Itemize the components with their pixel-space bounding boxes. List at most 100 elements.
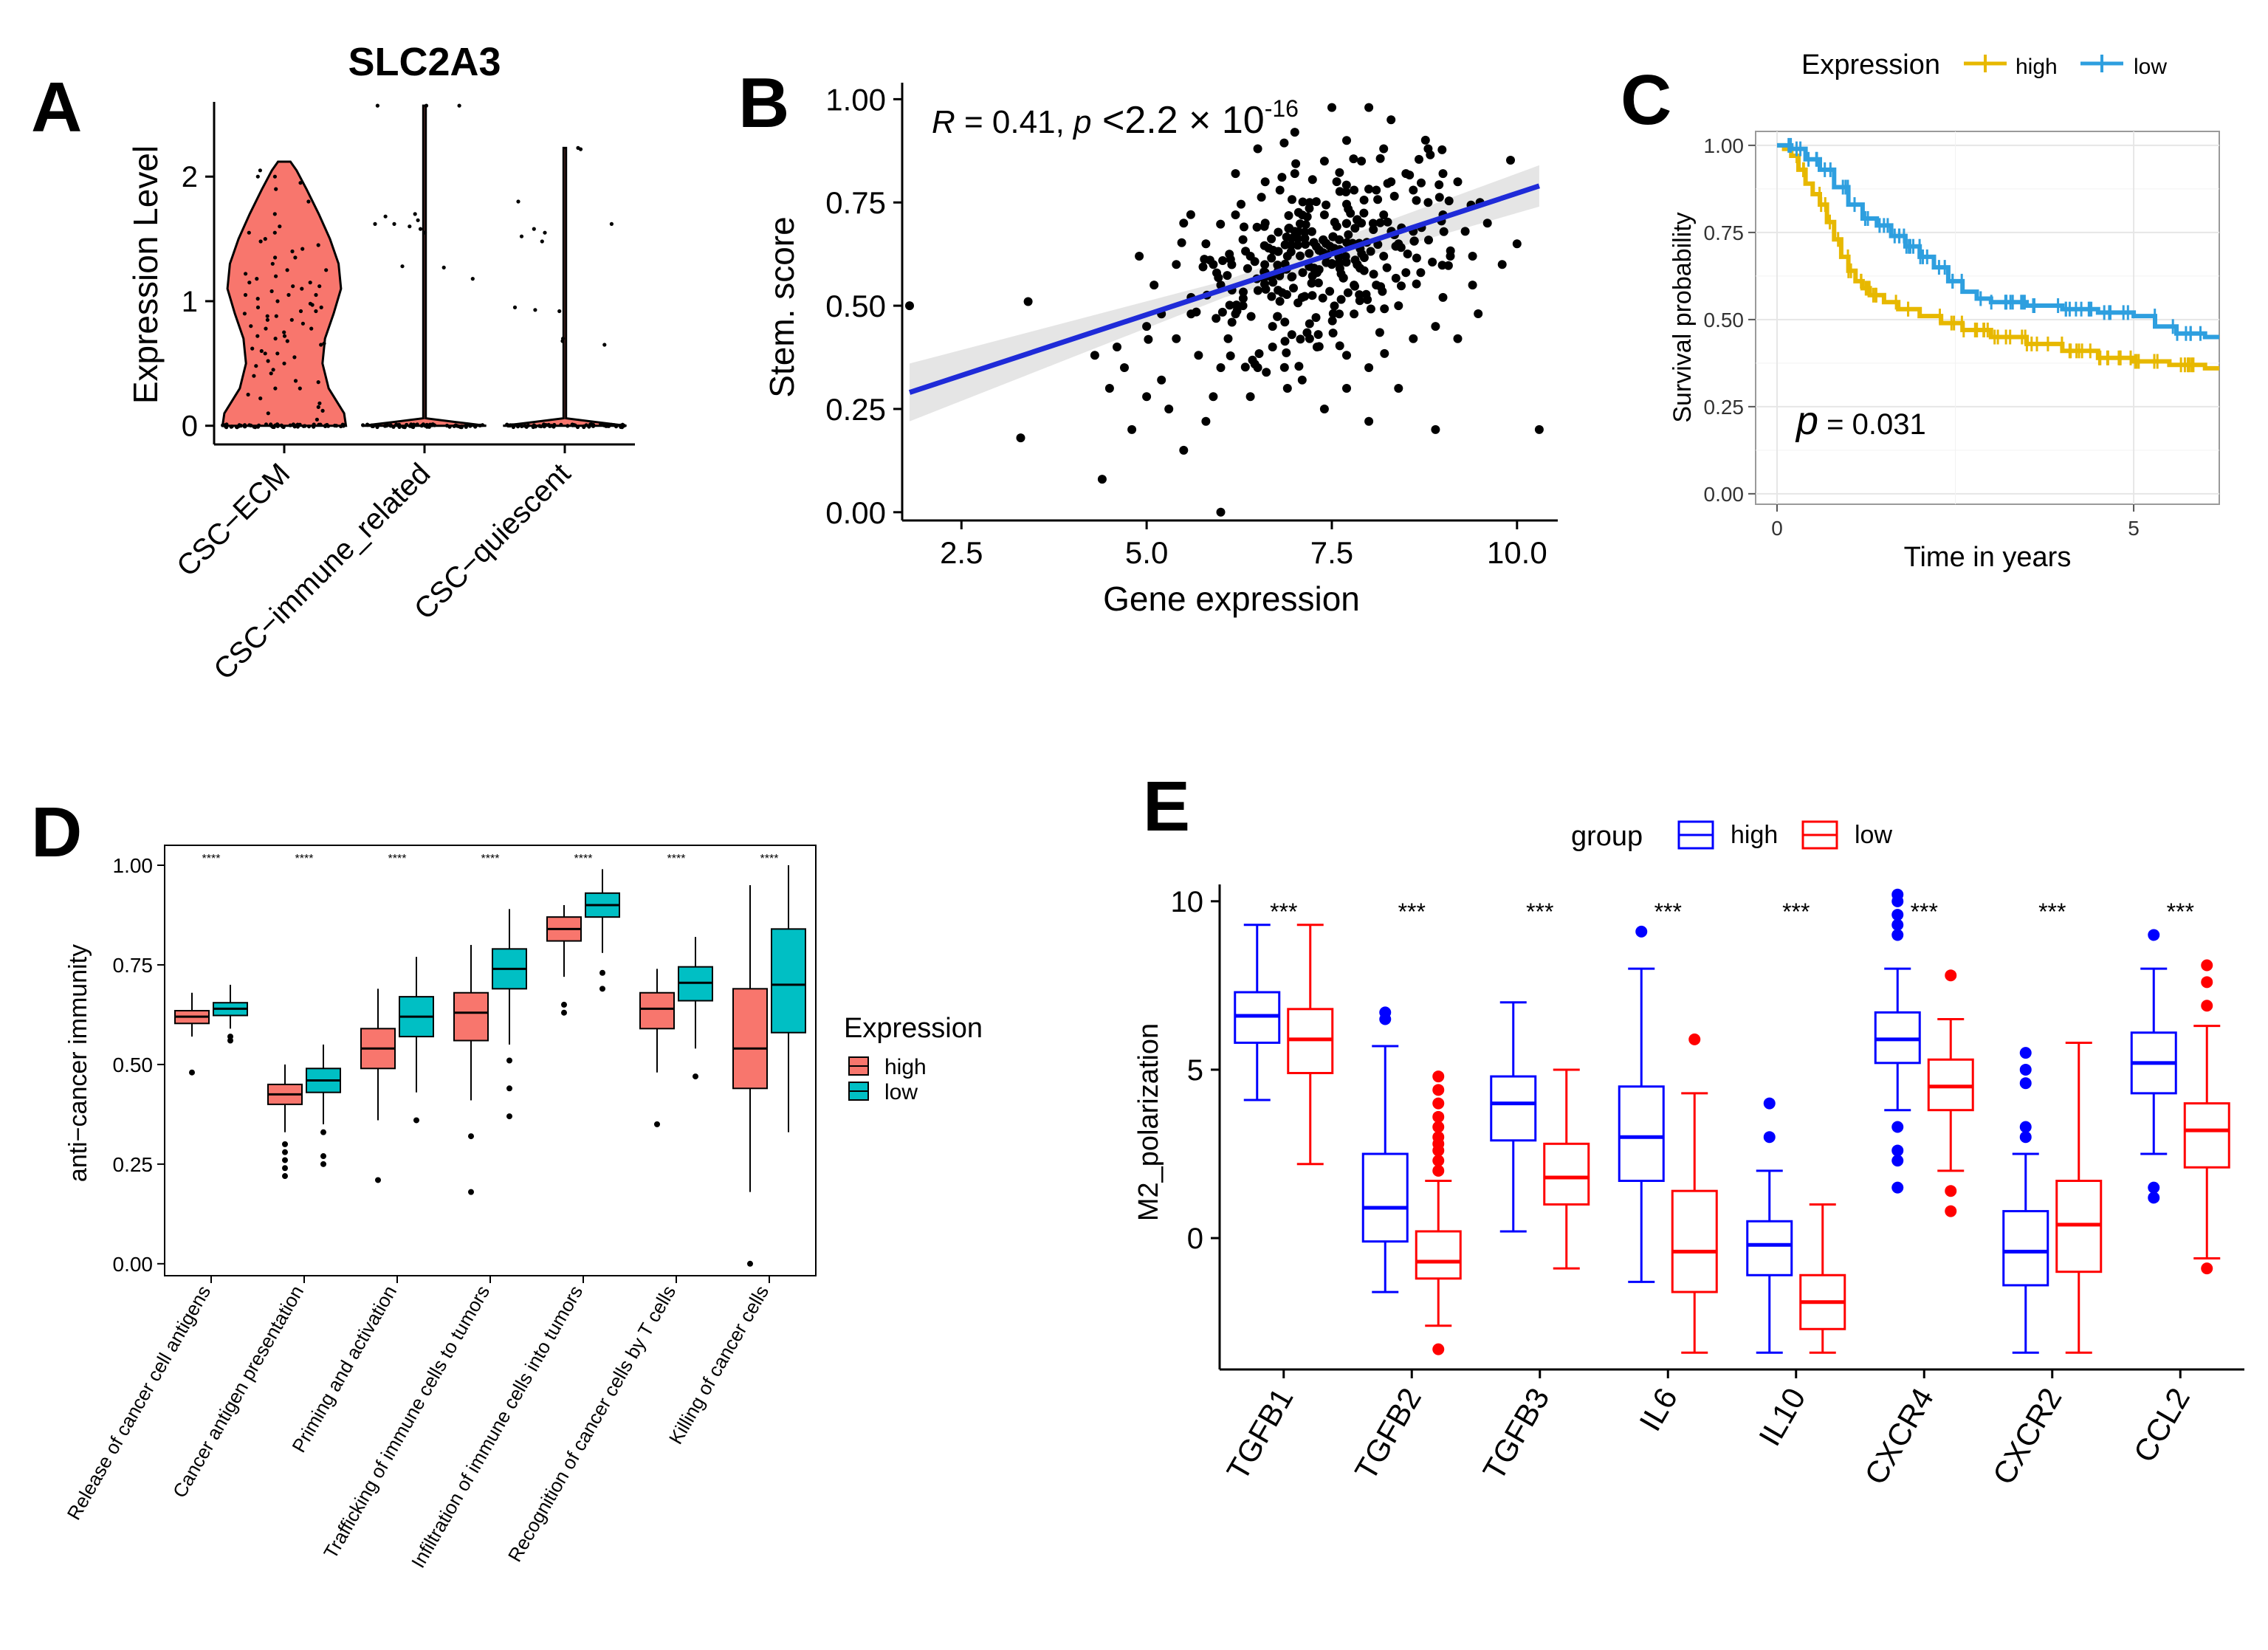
panel-a-point [224, 422, 229, 427]
panel-b-point [1250, 360, 1260, 369]
panel-a-point [506, 423, 511, 428]
panel-b-point [1318, 293, 1327, 303]
panel-d-ytick-label-1: 0.25 [113, 1153, 154, 1176]
panel-b-point [1241, 247, 1251, 256]
panel-letter-e: E [1143, 767, 1190, 846]
panel-b-point [1327, 103, 1336, 112]
panel-b-point [905, 301, 914, 311]
panel-e-high-5-outlier [1891, 1155, 1904, 1167]
panel-b-point [1380, 304, 1389, 314]
panel-b-point [1417, 178, 1426, 188]
panel-d-significance-2: **** [388, 853, 407, 865]
panel-e-ylabel: M2_polarization [1133, 1023, 1164, 1221]
panel-b-point [1297, 375, 1307, 385]
panel-b-point [1282, 290, 1291, 299]
panel-b-point [1142, 322, 1152, 331]
panel-b-point [1286, 247, 1296, 257]
panel-e-low-5-outlier [1945, 1185, 1957, 1197]
panel-a-point [270, 261, 275, 266]
panel-b-point [1179, 445, 1189, 455]
panel-b-point [1120, 363, 1129, 372]
panel-a-point [520, 424, 524, 429]
panel-a-point [264, 422, 269, 427]
panel-b-point [1506, 156, 1515, 165]
panel-b-point [1409, 334, 1418, 343]
panel-b-point [1201, 416, 1211, 426]
panel-b-point [1364, 363, 1374, 372]
panel-a-point [275, 299, 280, 303]
panel-b-point [1293, 234, 1302, 244]
panel-a-point [432, 423, 437, 427]
panel-a-violin-0 [221, 160, 348, 427]
panel-a-point [408, 224, 412, 229]
panel-b-point [1218, 256, 1228, 265]
panel-e-low-1-outlier [1432, 1155, 1445, 1167]
panel-a-point [266, 411, 270, 416]
panel-a-point [257, 423, 261, 427]
panel-b-point [1231, 169, 1240, 179]
panel-a-point [298, 309, 303, 314]
panel-b-point [1341, 252, 1350, 261]
panel-a-point [416, 218, 420, 222]
panel-b-xtick-label-3: 10.0 [1487, 535, 1547, 570]
panel-a-point [258, 168, 262, 173]
panel-e-significance-4: *** [1782, 898, 1810, 925]
panel-b-point [1192, 307, 1201, 317]
panel-a-point [480, 423, 485, 427]
panel-letter-c: C [1621, 61, 1671, 140]
panel-b-point [1319, 157, 1329, 166]
panel-b-point [1212, 314, 1221, 323]
panel-b-point [1415, 154, 1423, 164]
panel-d-legend-title: Expression [844, 1013, 983, 1044]
panel-e-high-7-outlier [2148, 929, 2160, 941]
panel-b-point [1343, 288, 1353, 298]
panel-b-point [1302, 212, 1312, 221]
panel-d-low-1-outlier [320, 1161, 326, 1167]
panel-b-point [1394, 384, 1403, 393]
panel-a-point [515, 424, 520, 429]
panel-b-point [1253, 286, 1262, 295]
panel-b-point [1372, 185, 1381, 195]
panel-a-point [309, 326, 314, 331]
panel-b-point [1264, 244, 1274, 252]
panel-a-point [470, 277, 475, 281]
panel-e-low-1-box [1415, 1230, 1462, 1280]
panel-b-point [1443, 261, 1453, 270]
panel-b-point [1424, 236, 1433, 245]
panel-a-point [255, 334, 260, 338]
panel-b-point [1364, 185, 1373, 194]
panel-d-legend-high: high [884, 1055, 927, 1079]
panel-b-point [1198, 262, 1208, 272]
panel-d-low-3-outlier [506, 1085, 512, 1092]
panel-b-point [1364, 103, 1374, 112]
panel-a-point [400, 264, 405, 269]
panel-b-point [1238, 235, 1248, 244]
panel-b-ytick-label-1: 0.25 [825, 392, 886, 427]
panel-b-point [1386, 115, 1396, 125]
panel-d-significance-3: **** [481, 853, 500, 865]
panel-b-point [1342, 351, 1351, 360]
panel-a-point [542, 422, 546, 427]
panel-e-significance-2: *** [1526, 898, 1553, 925]
panel-e-low-1-outlier [1432, 1131, 1445, 1144]
panel-b-point [1344, 204, 1353, 214]
panel-a-point [298, 181, 303, 185]
panel-e-low-7-outlier [2201, 1000, 2213, 1012]
panel-a-point [468, 424, 472, 428]
panel-b-point [1288, 272, 1297, 281]
panel-e-low-3-outlier [1688, 1033, 1701, 1045]
panel-a-point [272, 230, 277, 235]
panel-a-point [229, 424, 233, 429]
panel-a-point [290, 249, 295, 254]
panel-a-point [303, 424, 307, 428]
panel-a-point [269, 289, 274, 294]
panel-b-point [1267, 253, 1276, 263]
panel-b-point [1294, 362, 1304, 371]
panel-a-ytick-label-2: 2 [182, 161, 198, 193]
panel-b-point [1307, 227, 1316, 236]
panel-a-point [282, 334, 287, 338]
panel-e-low-7-outlier [2201, 976, 2213, 989]
panel-b-point [1238, 294, 1248, 303]
panel-b-point [1375, 154, 1385, 163]
panel-a-point [323, 424, 328, 429]
